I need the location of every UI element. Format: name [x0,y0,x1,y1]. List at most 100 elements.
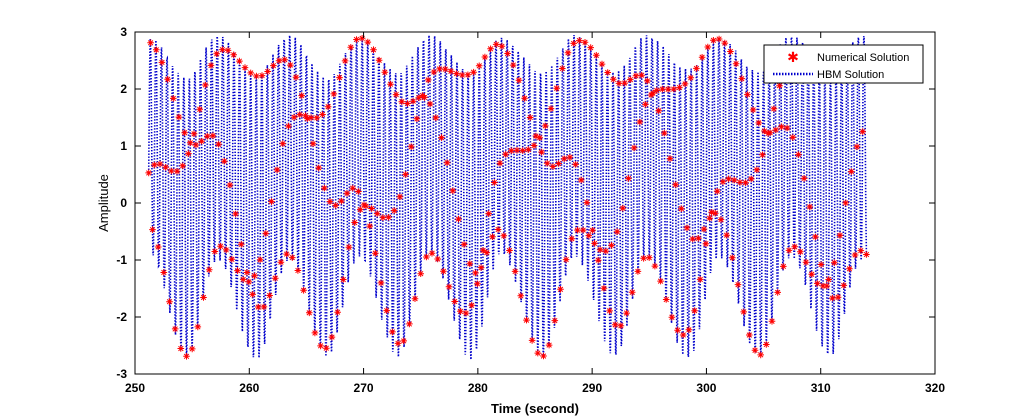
numerical-star-point [194,323,202,331]
numerical-star-point [177,345,185,352]
numerical-star-point [239,276,247,283]
numerical-star-point [347,44,355,51]
numerical-star-point [209,132,217,139]
numerical-star-point [307,114,315,121]
numerical-star-point [162,164,169,171]
numerical-star-point [712,209,719,217]
numerical-star-point [700,225,708,233]
numerical-star-point [536,134,543,141]
y-tick-label: 2 [120,82,127,96]
numerical-star-point [202,81,209,89]
numerical-star-point [621,79,628,87]
numerical-star-point [808,271,815,278]
numerical-star-point [472,269,479,277]
numerical-star-point [338,197,345,205]
numerical-star-point [666,155,674,162]
numerical-star-point [317,342,324,350]
numerical-star-point [349,184,356,192]
numerical-star-point [670,85,678,93]
numerical-star-point [362,202,370,210]
numerical-star-point [224,47,232,54]
numerical-star-point [475,62,483,70]
numerical-star-point [742,179,749,186]
numerical-star-point [319,111,326,118]
numerical-star-point [458,71,466,79]
numerical-star-point [230,51,237,59]
numerical-star-point [241,64,249,71]
numerical-star-point [740,308,747,316]
numerical-star-point [706,214,713,222]
numerical-star-point [460,241,468,248]
numerical-star-point [417,270,424,277]
numerical-star-point [423,253,430,261]
numerical-star-point [659,85,666,93]
numerical-star-point [285,122,292,130]
numerical-star-point [221,157,228,165]
numerical-star-point [438,134,445,141]
numerical-star-point [766,129,774,136]
numerical-star-point [345,243,353,251]
numerical-star-point [379,214,387,221]
numerical-star-point [407,143,415,150]
numerical-star-point [523,316,530,324]
numerical-star-point [543,160,551,167]
numerical-star-point [630,144,638,152]
numerical-star-point [812,233,819,241]
numerical-star-point [468,302,475,309]
numerical-star-point [491,179,498,186]
numerical-star-point [795,151,802,158]
numerical-star-point [549,163,557,170]
numerical-star-point [632,72,640,80]
numerical-star-point [466,260,474,267]
numerical-star-point [547,105,555,112]
numerical-star-point [734,281,742,288]
numerical-star-point [617,322,625,329]
numerical-star-point [846,265,853,273]
numerical-star-point [778,123,785,131]
numerical-star-point [311,329,319,337]
numerical-star-point [730,176,738,184]
numerical-star-point [192,141,200,149]
numerical-star-point [413,115,421,123]
numerical-star-point [532,132,540,140]
numerical-star-point [258,72,266,79]
numerical-star-point [708,209,715,216]
numerical-star-point [755,119,763,127]
numerical-star-point [600,285,608,292]
numerical-star-point [394,340,402,347]
numerical-star-point [487,45,494,53]
numerical-star-point [555,160,562,167]
numerical-star-point [753,166,761,174]
numerical-star-point [776,82,783,89]
numerical-star-point [368,205,375,212]
numerical-star-point [683,224,691,232]
numerical-star-point [525,146,532,153]
numerical-star-point [704,43,712,51]
numerical-star-point [179,162,186,170]
legend: ✱ Numerical Solution HBM Solution [763,44,924,84]
numerical-star-point [292,74,300,81]
numerical-star-point [185,150,192,157]
numerical-star-point [383,307,390,314]
numerical-star-point [780,263,787,270]
legend-marker-star: ✱ [787,50,799,66]
data-layer [145,34,870,360]
numerical-star-point [453,70,460,77]
numerical-star-point [455,215,462,223]
numerical-star-point [428,250,436,257]
numerical-star-point [668,313,676,321]
numerical-star-point [814,280,821,287]
numerical-star-point [381,68,389,76]
numerical-star-point [577,176,585,184]
numerical-star-point [309,140,317,147]
numerical-star-point [653,87,661,94]
numerical-star-point [245,278,253,286]
numerical-star-point [351,219,358,226]
numerical-star-point [583,199,591,206]
numerical-star-point [340,276,347,283]
y-tick-label: 0 [120,196,127,210]
numerical-star-point [272,274,279,282]
numerical-star-point [479,247,487,254]
numerical-star-point [283,250,290,258]
numerical-star-point [725,175,732,183]
